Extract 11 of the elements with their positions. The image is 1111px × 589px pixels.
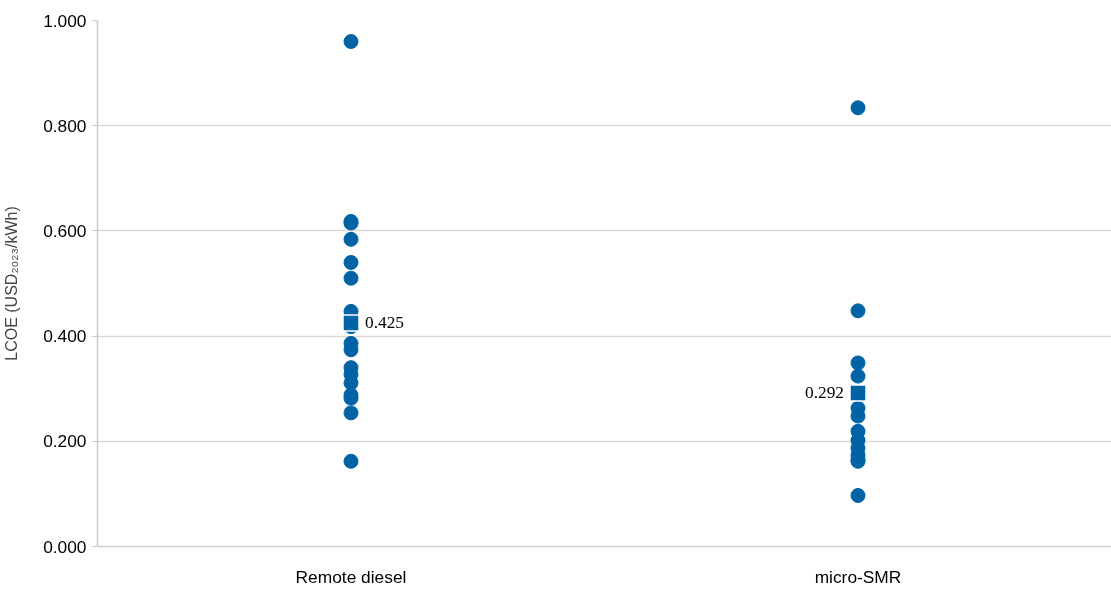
y-tick-label: 0.400 bbox=[43, 326, 87, 347]
y-tick-label: 0.800 bbox=[43, 115, 87, 136]
data-label: 0.425 bbox=[365, 313, 404, 333]
x-tick-label: Remote diesel bbox=[295, 566, 407, 587]
data-label: 0.292 bbox=[805, 383, 845, 403]
y-axis-title: LCOE (USD₂₀₂₃/kWh) bbox=[3, 206, 21, 361]
y-tick-label: 0.600 bbox=[43, 220, 87, 241]
y-tick-label: 0.200 bbox=[43, 431, 87, 452]
y-tick-label: 1.000 bbox=[43, 10, 87, 31]
x-tick-label: micro-SMR bbox=[814, 566, 902, 587]
y-tick-label: 0.000 bbox=[43, 536, 87, 557]
